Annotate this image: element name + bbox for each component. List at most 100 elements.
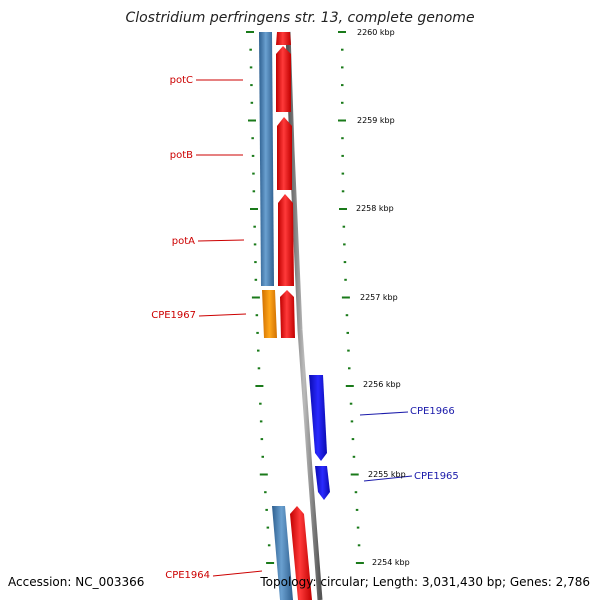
gene-CPE1964-arrow — [290, 506, 312, 600]
gene-label-CPE1966: CPE1966 — [410, 406, 455, 417]
label-leader-lines — [196, 79, 413, 577]
minus-strand-cluster-bottom — [272, 506, 312, 600]
minor-tick-right-1 — [341, 48, 344, 51]
minor-tick-right-8 — [341, 172, 345, 175]
major-tick-left-30 — [266, 562, 275, 564]
minor-tick-left-17 — [256, 331, 259, 334]
minor-tick-right-29 — [357, 544, 361, 547]
minus-strand-cluster-top — [259, 32, 295, 338]
gene-label-CPE1967: CPE1967 — [151, 310, 196, 321]
minor-tick-right-4 — [341, 101, 344, 104]
minor-tick-right-12 — [343, 243, 346, 246]
gene-label-CPE1964: CPE1964 — [165, 570, 210, 581]
map-title: Clostridium perfringens str. 13, complet… — [125, 10, 475, 26]
gene-CPE1965-arrow — [315, 466, 330, 500]
scale-label-2257: 2257 kbp — [360, 293, 398, 302]
minor-tick-left-19 — [257, 367, 261, 370]
leader-CPE1967 — [198, 313, 247, 317]
scale-label-2260: 2260 kbp — [357, 28, 395, 37]
scale-label-2259: 2259 kbp — [357, 116, 395, 125]
minor-tick-left-12 — [253, 243, 257, 246]
minor-tick-left-27 — [265, 508, 268, 511]
minor-tick-right-23 — [351, 438, 355, 441]
minor-tick-right-7 — [341, 154, 344, 157]
minor-tick-right-26 — [354, 491, 358, 494]
gene-labels: potC potB potA CPE1967 CPE1964 CPE1966 C… — [151, 75, 459, 581]
minor-tick-left-4 — [250, 101, 254, 104]
scale-ticks — [246, 31, 364, 564]
major-tick-right-10 — [339, 208, 347, 210]
minor-tick-left-2 — [249, 66, 253, 69]
minor-tick-right-3 — [341, 84, 344, 87]
gene-CPE1966-arrow — [309, 375, 327, 461]
gene-label-potC: potC — [170, 75, 193, 86]
minor-tick-right-14 — [344, 278, 347, 281]
leader-CPE1965 — [363, 475, 413, 482]
minor-tick-right-24 — [352, 455, 356, 458]
minor-tick-right-19 — [348, 367, 351, 370]
gene-potC-arrow — [276, 46, 291, 112]
minor-tick-right-21 — [349, 402, 353, 405]
major-tick-right-15 — [341, 296, 350, 299]
plus-strand-cluster — [309, 375, 330, 500]
major-tick-right-20 — [345, 385, 354, 387]
red-gene-potC-upper — [276, 32, 291, 45]
major-tick-right-0 — [338, 31, 346, 33]
major-tick-left-5 — [248, 119, 256, 122]
accession-text: Accession: NC_003366 — [8, 575, 145, 589]
major-tick-right-5 — [338, 119, 346, 122]
minor-tick-right-11 — [342, 225, 346, 228]
leader-potA — [197, 239, 245, 242]
scale-label-2256: 2256 kbp — [363, 380, 401, 389]
minor-tick-left-29 — [267, 544, 271, 547]
minor-tick-right-16 — [345, 314, 349, 317]
minor-tick-left-8 — [252, 172, 255, 175]
minor-tick-left-9 — [252, 190, 256, 193]
minor-tick-left-22 — [259, 420, 263, 423]
scale-label-2255: 2255 kbp — [368, 470, 406, 479]
scale-label-2258: 2258 kbp — [356, 204, 394, 213]
minor-tick-left-21 — [259, 402, 262, 405]
minor-tick-right-27 — [355, 508, 359, 511]
major-tick-right-30 — [355, 562, 364, 564]
minor-tick-left-26 — [264, 491, 267, 494]
minor-tick-left-16 — [255, 314, 259, 317]
scale-label-2254: 2254 kbp — [372, 558, 410, 567]
major-tick-left-20 — [255, 385, 264, 387]
minor-tick-left-1 — [249, 48, 252, 51]
gene-label-potA: potA — [172, 236, 195, 247]
minor-tick-right-9 — [341, 190, 345, 193]
minor-tick-right-18 — [347, 349, 350, 352]
major-tick-left-25 — [259, 473, 268, 476]
minor-tick-left-11 — [253, 225, 256, 228]
minor-tick-left-18 — [257, 349, 260, 352]
minor-tick-right-2 — [341, 66, 344, 69]
minor-tick-left-6 — [251, 137, 254, 140]
gene-label-CPE1965: CPE1965 — [414, 471, 459, 482]
minor-tick-right-17 — [346, 331, 349, 334]
leader-CPE1966 — [359, 411, 409, 416]
minor-tick-left-14 — [254, 278, 258, 281]
minor-tick-left-7 — [251, 154, 255, 157]
minor-tick-left-3 — [250, 84, 253, 87]
minor-tick-right-13 — [343, 261, 347, 264]
major-tick-left-15 — [251, 296, 260, 299]
gene-label-potB: potB — [170, 150, 193, 161]
major-tick-right-25 — [350, 473, 359, 476]
minor-tick-right-22 — [350, 420, 354, 423]
minor-tick-left-13 — [254, 261, 257, 264]
blue-track-strip-bottom — [272, 506, 293, 600]
minor-tick-right-6 — [341, 137, 344, 140]
gene-CPE1967-arrow — [280, 290, 295, 338]
scale-labels: 2260 kbp 2259 kbp 2258 kbp 2257 kbp 2256… — [356, 28, 410, 567]
gene-CPE1967-orange-block — [262, 290, 277, 338]
minor-tick-left-28 — [266, 526, 270, 529]
gene-potA-arrow — [278, 194, 294, 286]
leader-CPE1964 — [212, 570, 263, 577]
minor-tick-left-24 — [261, 455, 264, 458]
blue-track-strip — [259, 32, 274, 286]
minor-tick-right-28 — [356, 526, 360, 529]
topology-text: Topology: circular; Length: 3,031,430 bp… — [260, 575, 590, 589]
